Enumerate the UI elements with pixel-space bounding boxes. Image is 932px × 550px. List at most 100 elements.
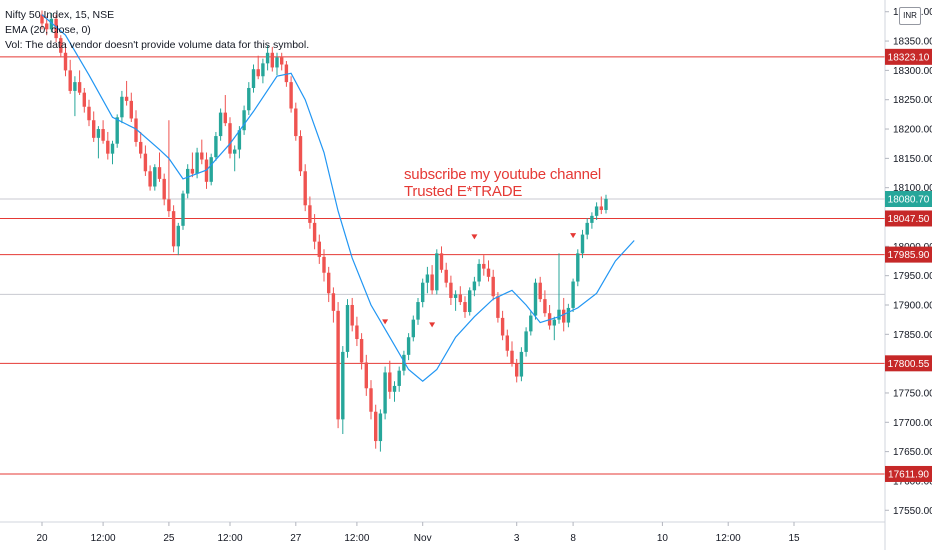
candle-body bbox=[557, 309, 561, 320]
candle-body bbox=[533, 282, 538, 316]
candle-body bbox=[317, 241, 321, 257]
candle-body bbox=[129, 100, 133, 119]
ema-path bbox=[41, 14, 635, 382]
candle-body bbox=[571, 281, 575, 308]
candle-body bbox=[336, 310, 340, 420]
candle-body bbox=[59, 38, 63, 53]
currency-badge[interactable]: INR bbox=[899, 7, 921, 25]
level-price-label-bg bbox=[885, 48, 932, 65]
candle-body bbox=[157, 167, 162, 179]
level-price-label-bg bbox=[885, 210, 932, 227]
level-price-label: 18047.50 bbox=[888, 214, 930, 225]
y-tick-label: 18250.00 bbox=[893, 95, 932, 106]
text-annotation[interactable]: subscribe my youtube channel Trusted E*T… bbox=[404, 166, 601, 200]
annotation-line-2: Trusted E*TRADE bbox=[404, 183, 523, 200]
candle-body bbox=[355, 325, 359, 340]
candle-body bbox=[364, 362, 368, 389]
candle-body bbox=[388, 372, 392, 392]
ema-line bbox=[41, 14, 635, 382]
candle-body bbox=[482, 263, 486, 269]
candle-body bbox=[298, 136, 303, 172]
candle-body bbox=[256, 69, 260, 77]
candle-body bbox=[124, 96, 129, 101]
candle-body bbox=[468, 290, 472, 313]
candle-body bbox=[270, 52, 274, 68]
candle-body bbox=[40, 14, 44, 24]
x-tick-label: 20 bbox=[36, 533, 48, 544]
candle-body bbox=[576, 253, 580, 282]
candle-body bbox=[430, 274, 434, 291]
candle-body bbox=[552, 319, 556, 326]
candle-body bbox=[96, 129, 101, 138]
candle-body bbox=[580, 234, 585, 254]
candle-body bbox=[275, 57, 279, 68]
y-tick-label: 17900.00 bbox=[893, 300, 932, 311]
candle-body bbox=[331, 293, 336, 311]
candle-body bbox=[195, 152, 199, 174]
volume-legend: Vol: The data vendor doesn't provide vol… bbox=[5, 39, 310, 51]
y-tick-label: 17550.00 bbox=[893, 506, 932, 517]
level-price-label-bg bbox=[885, 465, 932, 482]
candle-body bbox=[308, 205, 312, 223]
level-price-label: 18323.10 bbox=[888, 52, 930, 63]
candle-body bbox=[106, 140, 110, 154]
candle-body bbox=[49, 18, 54, 30]
candle-body bbox=[148, 171, 152, 187]
candle-body bbox=[463, 302, 467, 313]
candle-body bbox=[237, 130, 242, 150]
candle-body bbox=[515, 363, 519, 377]
y-tick-label: 17750.00 bbox=[893, 388, 932, 399]
candle-body bbox=[247, 87, 251, 111]
y-tick-label: 18200.00 bbox=[893, 125, 932, 136]
candle-body bbox=[115, 117, 119, 144]
candle-body bbox=[378, 413, 383, 442]
symbol-title[interactable]: Nifty 50 Index, 15, NSE bbox=[5, 9, 115, 21]
candle-body bbox=[350, 304, 354, 326]
candle-body bbox=[280, 57, 284, 65]
annotation-line-1: subscribe my youtube channel bbox=[404, 166, 602, 183]
candle-body bbox=[369, 388, 373, 412]
x-tick-label: 12:00 bbox=[716, 533, 741, 544]
candle-body bbox=[233, 149, 237, 154]
candle-body bbox=[359, 339, 364, 363]
candle-body bbox=[599, 206, 603, 210]
candle-body bbox=[421, 282, 425, 303]
signal-marker bbox=[429, 322, 436, 328]
candle-body bbox=[439, 253, 444, 270]
candle-body bbox=[444, 269, 448, 283]
candle-body bbox=[214, 136, 218, 158]
ema-legend[interactable]: EMA (20, close, 0) bbox=[5, 24, 91, 36]
x-tick-label: 25 bbox=[163, 533, 175, 544]
candle-body bbox=[524, 331, 528, 352]
last-price-label-bg bbox=[885, 191, 932, 208]
candle-body bbox=[284, 64, 289, 83]
candle-body bbox=[200, 152, 204, 160]
signal-marker bbox=[570, 233, 577, 239]
candle-body bbox=[486, 268, 491, 277]
y-tick-label: 17700.00 bbox=[893, 418, 932, 429]
candle-body bbox=[472, 281, 477, 291]
candle-body bbox=[171, 211, 176, 247]
candle-body bbox=[162, 178, 166, 200]
candle-body bbox=[265, 52, 270, 64]
candle-body bbox=[453, 294, 458, 298]
candle-body bbox=[251, 69, 256, 88]
y-tick-label: 18350.00 bbox=[893, 37, 932, 48]
candle-body bbox=[510, 350, 514, 364]
candle-body bbox=[458, 294, 462, 303]
candle-body bbox=[294, 108, 298, 137]
y-tick-label: 17950.00 bbox=[893, 271, 932, 282]
x-tick-label: 12:00 bbox=[217, 533, 242, 544]
x-tick-label: 15 bbox=[788, 533, 800, 544]
candle-body bbox=[416, 302, 420, 320]
candle-body bbox=[604, 198, 608, 210]
candle-body bbox=[77, 82, 82, 93]
candle-body bbox=[261, 63, 265, 77]
candle-body bbox=[327, 272, 331, 294]
chart-legend: Nifty 50 Index, 15, NSE EMA (20, close, … bbox=[5, 8, 309, 53]
candle-body bbox=[402, 354, 406, 371]
candle-body bbox=[303, 171, 307, 206]
candle-body bbox=[143, 153, 148, 172]
